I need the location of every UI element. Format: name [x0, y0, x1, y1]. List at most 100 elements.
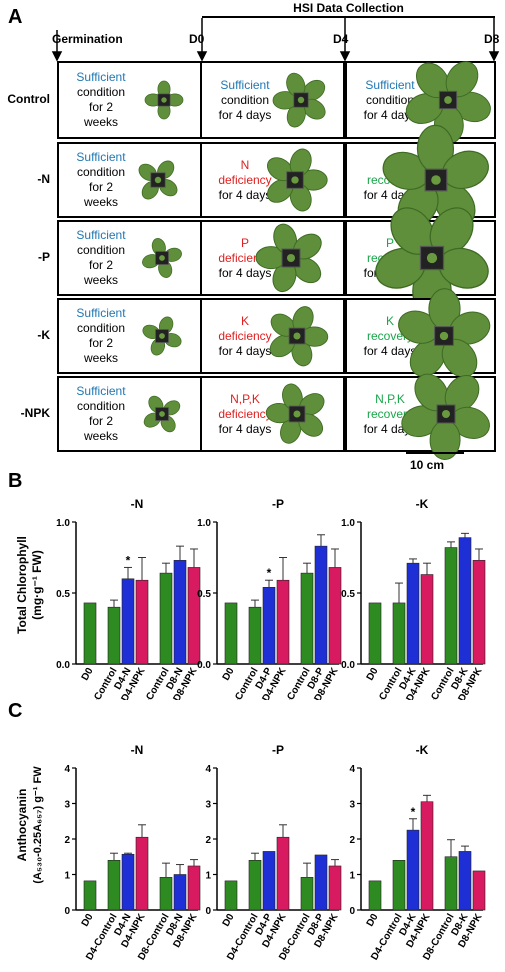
bar: [368, 880, 382, 911]
cell-text-line: K: [240, 313, 249, 328]
timepoint-germination: Germination: [52, 32, 123, 46]
cell-text-line: weeks: [83, 429, 118, 443]
bar: [121, 578, 135, 665]
condition-cell: Sufficient condition for 2 weeks: [57, 220, 202, 296]
row-label: -N: [37, 172, 50, 186]
bar: [135, 579, 149, 665]
bar: [458, 537, 472, 665]
plant-image: [142, 316, 182, 356]
bar: [159, 572, 173, 665]
cell-text-line: weeks: [83, 195, 118, 209]
y-tick-label: 3: [64, 800, 70, 811]
y-tick-label: 0.5: [197, 589, 211, 600]
panel-c-letter: C: [8, 700, 23, 722]
row-label: -P: [38, 250, 50, 264]
bar: [472, 560, 486, 665]
cell-text-line: condition: [76, 165, 126, 179]
hsi-title: HSI Data Collection: [293, 1, 404, 15]
condition-cell: Sufficient condition for 4 days: [200, 61, 345, 139]
cell-text-line: for 4 days: [218, 343, 272, 358]
cell-text-line: for 4 days: [363, 107, 417, 122]
cell-text-line: for 4 days: [363, 343, 417, 358]
bar: [406, 562, 420, 665]
cell-text-line: Sufficient: [76, 228, 126, 242]
plant-image: [255, 223, 322, 293]
y-tick-label: 4: [64, 764, 70, 775]
cell-text-line: Sufficient: [76, 384, 126, 398]
y-tick-label: 0: [205, 906, 211, 917]
cell-text-line: condition: [76, 321, 126, 335]
plant-image: [269, 306, 329, 367]
plant-image: [265, 383, 325, 444]
y-tick-label: 2: [64, 835, 70, 846]
condition-cell: Sufficient condition for 4 days: [345, 61, 496, 145]
condition-cell: Sufficient condition for 2 weeks: [57, 142, 202, 218]
plant-image: [398, 288, 491, 378]
y-tick-label: 1.0: [56, 518, 70, 529]
x-tick-label: D0: [80, 666, 96, 683]
condition-cell: Sufficient condition for 2 weeks: [57, 298, 202, 374]
y-tick-label: 1.0: [197, 518, 211, 529]
anthocyanin-ylabel-1: Anthocyanin: [15, 789, 29, 862]
cell-text-line: for 2: [88, 336, 113, 350]
bar: [262, 851, 276, 911]
y-tick-label: 0.0: [197, 660, 211, 671]
cell-text-line: Sufficient: [76, 306, 126, 320]
bar: [107, 860, 121, 911]
bar: [262, 587, 276, 665]
row-label: -K: [37, 328, 50, 342]
cell-text-line: for 2: [88, 414, 113, 428]
chart-title: -P: [272, 497, 284, 511]
condition-cell: N,P,K recovery for 4 days: [345, 373, 496, 460]
cell-text-line: weeks: [83, 115, 118, 129]
plant-image: [375, 207, 489, 317]
cell-text-line: Sufficient: [76, 150, 126, 164]
bar: [224, 602, 238, 665]
chart-title: -N: [131, 743, 144, 757]
anthocyanin-charts: Anthocyanin (A₅₃₀-0.25A₆₅₇) g⁻¹ FW -N 0 1 2…: [15, 743, 486, 962]
cell-text-line: for 2: [88, 258, 113, 272]
bar: [248, 606, 262, 665]
cell-text-line: for 4 days: [218, 421, 272, 436]
cell-text-line: recovery: [366, 406, 413, 421]
cell-text-line: weeks: [83, 351, 118, 365]
scale-bar: [406, 452, 464, 454]
timepoint-d0: D0: [189, 32, 205, 46]
y-tick-label: 0: [349, 906, 355, 917]
chart-title: -K: [416, 743, 429, 757]
x-tick-label: D0: [365, 666, 381, 683]
bar: [444, 856, 458, 911]
cell-text-line: for 4 days: [218, 187, 272, 202]
bar: [328, 567, 342, 665]
row-label: Control: [7, 92, 50, 106]
cell-text-line: condition: [220, 92, 270, 107]
bar: [224, 880, 238, 911]
x-tick-label: D0: [221, 912, 237, 929]
chart-title: -N: [131, 497, 144, 511]
y-tick-label: 0.0: [56, 660, 70, 671]
significance-star: *: [126, 553, 131, 567]
cell-text-line: P: [240, 235, 249, 250]
plant-image: [405, 61, 491, 145]
bar: [392, 860, 406, 911]
anthocyanin-ylabel-2: (A₅₃₀-0.25A₆₅₇) g⁻¹ FW: [32, 766, 44, 884]
bar: [392, 602, 406, 665]
bar: [300, 877, 314, 911]
plant-image: [142, 238, 182, 278]
cell-text-line: P: [385, 235, 394, 250]
x-tick-label: D0: [221, 666, 237, 683]
chart-title: -P: [272, 743, 284, 757]
condition-cell: Nrecoveryfor 4 days: [345, 124, 496, 228]
cell-text-line: deficiency: [218, 406, 272, 421]
cell-text-line: for 4 days: [218, 107, 272, 122]
bar: [458, 851, 472, 911]
y-tick-label: 1.0: [341, 518, 355, 529]
plant-image: [272, 72, 326, 128]
bar: [276, 579, 290, 665]
cell-text-line: condition: [76, 243, 126, 257]
scale-bar-label: 10 cm: [410, 458, 445, 472]
significance-star: *: [267, 566, 272, 580]
y-tick-label: 0.5: [56, 589, 70, 600]
